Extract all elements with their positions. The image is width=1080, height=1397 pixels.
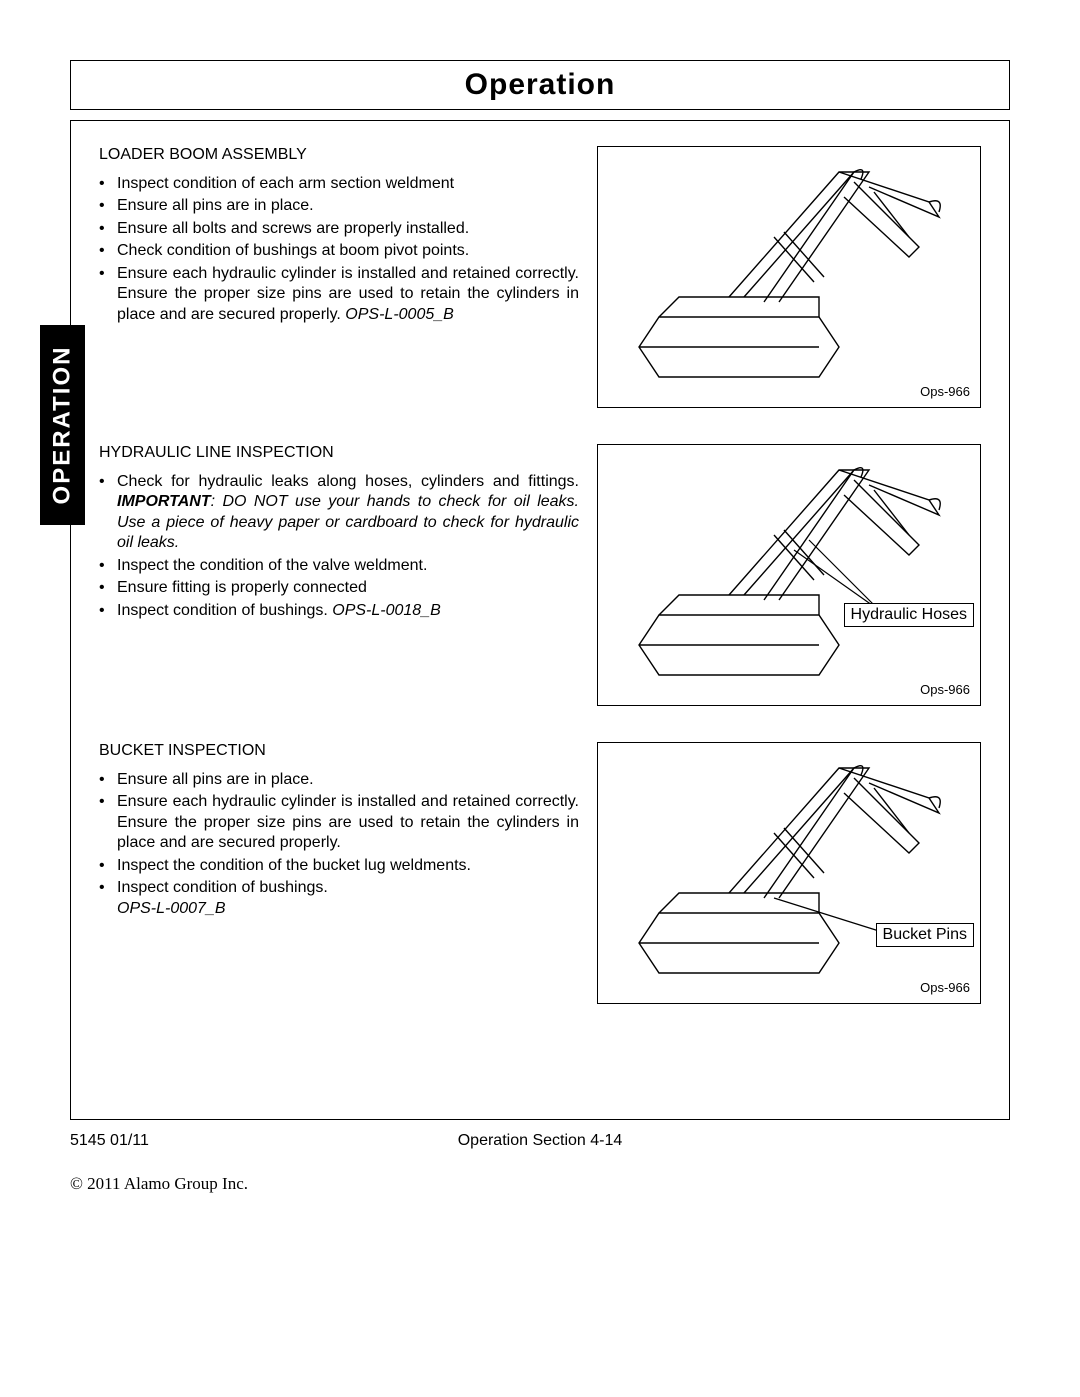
footer-left: 5145 01/11 xyxy=(70,1132,149,1150)
bullet-item: Inspect condition of each arm section we… xyxy=(117,174,579,194)
loader-illustration xyxy=(598,743,980,1003)
bullet-item: Ensure each hydraulic cylinder is instal… xyxy=(117,792,579,853)
figure-label: Ops-966 xyxy=(920,682,970,697)
ref-code: OPS-L-0018_B xyxy=(332,602,441,619)
section-loader-boom: LOADER BOOM ASSEMBLY Inspect condition o… xyxy=(99,146,981,408)
content-frame: LOADER BOOM ASSEMBLY Inspect condition o… xyxy=(70,120,1010,1120)
bullet-item: Inspect condition of bushings.OPS-L-0007… xyxy=(117,878,579,919)
page-title: Operation xyxy=(465,68,616,102)
title-frame: Operation xyxy=(70,60,1010,110)
callout-hydraulic-hoses: Hydraulic Hoses xyxy=(844,603,974,627)
section-text: BUCKET INSPECTION Ensure all pins are in… xyxy=(99,742,579,1004)
figure-box: Bucket Pins Ops-966 xyxy=(597,742,981,1004)
ref-code: OPS-L-0005_B xyxy=(345,306,454,323)
footer-center: Operation Section 4-14 xyxy=(458,1132,623,1150)
figure-label: Ops-966 xyxy=(920,384,970,399)
figure-box: Hydraulic Hoses Ops-966 xyxy=(597,444,981,706)
section-text: LOADER BOOM ASSEMBLY Inspect condition o… xyxy=(99,146,579,408)
section-hydraulic-line: HYDRAULIC LINE INSPECTION Check for hydr… xyxy=(99,444,981,706)
section-heading: BUCKET INSPECTION xyxy=(99,742,579,760)
bullet-list: Check for hydraulic leaks along hoses, c… xyxy=(99,472,579,621)
bullet-item: Ensure each hydraulic cylinder is instal… xyxy=(117,264,579,325)
loader-illustration xyxy=(598,147,980,407)
bullet-item: Check for hydraulic leaks along hoses, c… xyxy=(117,472,579,554)
bullet-list: Ensure all pins are in place. Ensure eac… xyxy=(99,770,579,919)
figure-label: Ops-966 xyxy=(920,980,970,995)
copyright: © 2011 Alamo Group Inc. xyxy=(70,1174,1010,1194)
callout-bucket-pins: Bucket Pins xyxy=(876,923,974,947)
bullet-item: Ensure all pins are in place. xyxy=(117,770,579,790)
bullet-list: Inspect condition of each arm section we… xyxy=(99,174,579,325)
bullet-item: Inspect the condition of the bucket lug … xyxy=(117,856,579,876)
important-label: IMPORTANT xyxy=(117,493,211,510)
footer: 5145 01/11 Operation Section 4-14 xyxy=(70,1132,1010,1150)
bullet-item: Ensure all bolts and screws are properly… xyxy=(117,219,579,239)
figure-box: Ops-966 xyxy=(597,146,981,408)
section-heading: HYDRAULIC LINE INSPECTION xyxy=(99,444,579,462)
section-text: HYDRAULIC LINE INSPECTION Check for hydr… xyxy=(99,444,579,706)
bullet-item: Inspect the condition of the valve weldm… xyxy=(117,556,579,576)
loader-illustration xyxy=(598,445,980,705)
bullet-item: Ensure all pins are in place. xyxy=(117,196,579,216)
section-heading: LOADER BOOM ASSEMBLY xyxy=(99,146,579,164)
ref-code: OPS-L-0007_B xyxy=(117,900,226,917)
bullet-item: Check condition of bushings at boom pivo… xyxy=(117,241,579,261)
page: Operation OPERATION LOADER BOOM ASSEMBLY… xyxy=(0,0,1080,1397)
section-bucket: BUCKET INSPECTION Ensure all pins are in… xyxy=(99,742,981,1004)
bullet-item: Ensure fitting is properly connected xyxy=(117,578,579,598)
bullet-item: Inspect condition of bushings. OPS-L-001… xyxy=(117,601,579,621)
